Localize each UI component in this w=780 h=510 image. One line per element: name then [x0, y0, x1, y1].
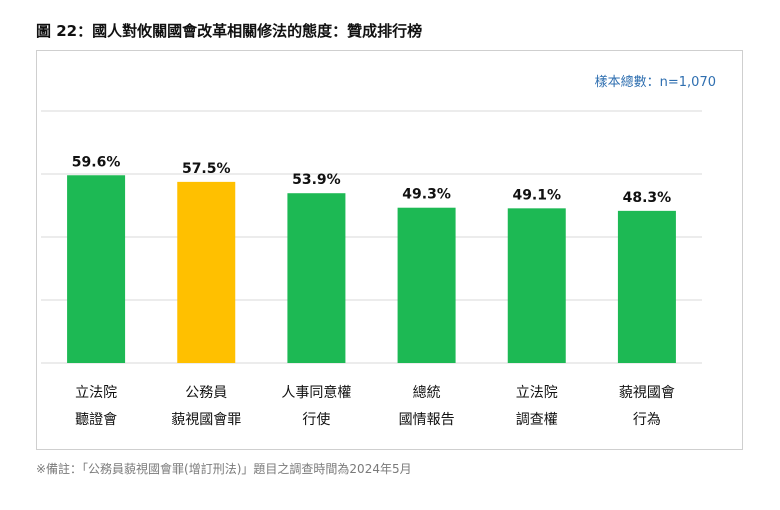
bar	[507, 208, 566, 363]
category-label: 藐視國會	[619, 385, 675, 401]
category-label: 行為	[633, 412, 661, 428]
category-label: 聽證會	[75, 411, 117, 428]
data-label: 59.6%	[72, 154, 121, 170]
data-label: 53.9%	[292, 172, 341, 188]
category-label: 國情報告	[399, 412, 455, 428]
category-label: 藐視國會罪	[171, 412, 241, 428]
category-label: 行使	[302, 411, 330, 428]
bar	[287, 193, 346, 363]
footnote: ※備註：「公務員藐視國會罪(增訂刑法)」題目之調查時間為2024年5月	[36, 462, 412, 476]
category-label: 立法院	[75, 385, 117, 401]
bar	[617, 210, 676, 363]
chart-frame: 樣本總數：n=1,070 59.6% 立法院聽證會 57.5% 公務員藐視國會罪 53.…	[36, 50, 743, 450]
data-label: 57.5%	[182, 161, 231, 177]
category-label: 公務員	[185, 385, 227, 401]
bar	[397, 207, 456, 363]
data-label: 49.1%	[512, 187, 561, 203]
category-label: 總統	[413, 384, 441, 401]
category-label: 人事同意權	[281, 384, 351, 401]
data-label: 48.3%	[623, 190, 672, 206]
bar	[67, 175, 126, 363]
figure-title: 圖 22：國人對攸關國會改革相關修法的態度：贊成排行榜	[36, 22, 423, 40]
category-label: 立法院	[516, 385, 558, 401]
bar	[177, 181, 236, 363]
data-label: 49.3%	[402, 187, 451, 203]
category-label: 調查權	[516, 412, 558, 428]
sample-size-note: 樣本總數：n=1,070	[594, 75, 716, 90]
